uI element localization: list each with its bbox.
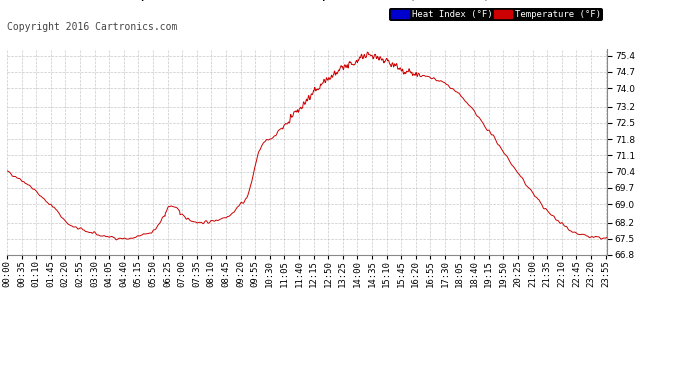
Legend: Heat Index (°F), Temperature (°F): Heat Index (°F), Temperature (°F)	[389, 8, 602, 21]
Title: Outdoor Temperature vs Heat Index per Minute (24 Hours) 20160730: Outdoor Temperature vs Heat Index per Mi…	[42, 0, 572, 1]
Text: Copyright 2016 Cartronics.com: Copyright 2016 Cartronics.com	[7, 22, 177, 32]
